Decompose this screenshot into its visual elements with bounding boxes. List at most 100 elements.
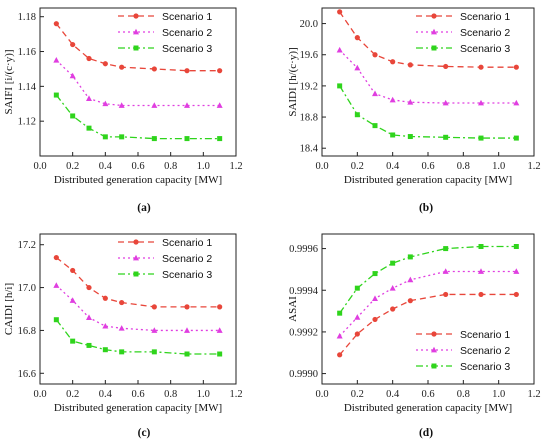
data-point xyxy=(478,268,484,274)
panel-label: (c) xyxy=(138,427,151,439)
legend-label: Scenario 3 xyxy=(162,43,212,55)
series-line-1 xyxy=(339,11,517,68)
data-point xyxy=(118,102,125,108)
x-tick-label: 0.4 xyxy=(99,161,113,172)
series-line-3 xyxy=(339,85,517,139)
y-tick-label: 0.9994 xyxy=(289,286,319,297)
legend-label: Scenario 1 xyxy=(460,329,510,341)
data-point xyxy=(70,338,76,344)
legend-label: Scenario 2 xyxy=(162,27,212,39)
legend-label: Scenario 3 xyxy=(162,269,212,281)
data-point xyxy=(390,132,396,138)
x-tick-label: 0.0 xyxy=(315,161,328,172)
data-point xyxy=(372,52,378,58)
x-tick-label: 1.2 xyxy=(229,161,242,172)
legend-marker xyxy=(431,28,437,35)
x-tick-label: 1.0 xyxy=(492,389,505,400)
series-line-2 xyxy=(55,284,220,332)
x-tick-label: 0.2 xyxy=(66,161,79,172)
series-line-3 xyxy=(55,94,220,140)
x-axis-label: Distributed generation capacity [MW] xyxy=(54,402,222,414)
data-point xyxy=(151,349,157,355)
data-point xyxy=(372,316,378,323)
x-tick-label: 1.2 xyxy=(527,161,540,172)
legend-label: Scenario 1 xyxy=(162,237,212,249)
data-point xyxy=(513,291,519,298)
data-point xyxy=(513,64,519,70)
data-point xyxy=(442,99,449,106)
x-tick-label: 0.0 xyxy=(33,389,46,400)
y-tick-label: 18.4 xyxy=(300,144,319,155)
x-tick-label: 0.0 xyxy=(315,389,328,400)
series-line-1 xyxy=(339,293,517,356)
x-tick-label: 0.6 xyxy=(131,389,144,400)
x-tick-label: 0.2 xyxy=(66,389,79,400)
data-point xyxy=(354,285,360,291)
y-tick-label: 0.9996 xyxy=(289,244,318,255)
data-point xyxy=(513,135,519,141)
y-tick-label: 16.6 xyxy=(18,369,36,380)
series-line-1 xyxy=(55,257,220,308)
y-tick-label: 16.8 xyxy=(18,326,36,337)
y-tick-label: 1.14 xyxy=(18,82,37,93)
legend-marker xyxy=(133,13,139,19)
data-point xyxy=(513,244,519,249)
y-tick-label: 20.0 xyxy=(300,19,318,30)
chart-panel-4: 0.0 0.2 0.4 0.6 0.8 1.0 1.2 0.9990 0.9992 0.9994 0… xyxy=(287,233,541,439)
series-line-3 xyxy=(55,319,220,355)
data-point xyxy=(119,134,125,140)
data-point xyxy=(86,125,92,131)
chart-panel-3: 0.0 0.2 0.4 0.6 0.8 1.0 1.2 16.6 16.8 17.0 17.2 Dis… xyxy=(3,233,243,439)
data-point xyxy=(389,96,396,103)
x-tick-label: 1.0 xyxy=(197,389,210,400)
data-point xyxy=(407,99,414,105)
x-tick-label: 0.4 xyxy=(386,389,400,400)
data-point xyxy=(407,254,413,260)
data-point xyxy=(407,276,414,283)
legend-marker xyxy=(133,45,139,51)
data-point xyxy=(217,136,223,142)
y-tick-label: 17.0 xyxy=(18,283,36,294)
legend-marker xyxy=(133,271,139,277)
data-point xyxy=(389,284,396,291)
data-point xyxy=(354,331,360,337)
data-point xyxy=(86,95,92,101)
series-line-2 xyxy=(55,59,220,107)
data-point xyxy=(390,306,396,312)
data-point xyxy=(478,291,484,298)
data-point xyxy=(354,35,360,41)
data-point xyxy=(217,304,223,310)
data-point xyxy=(337,83,343,89)
x-axis-label: Distributed generation capacity [MW] xyxy=(54,174,222,186)
data-point xyxy=(513,99,520,106)
data-point xyxy=(151,304,157,310)
x-tick-label: 0.4 xyxy=(99,389,113,400)
chart-panel-2: 0.0 0.2 0.4 0.6 0.8 1.0 1.2 18.4 18.8 19.2 19.6 20.… xyxy=(287,7,541,214)
data-point xyxy=(53,282,60,288)
panel-label: (a) xyxy=(137,202,151,214)
y-axis-label: CAIDI [h/i] xyxy=(3,283,15,335)
y-tick-label: 19.6 xyxy=(300,50,318,61)
data-point xyxy=(184,327,190,333)
data-point xyxy=(336,332,343,339)
y-tick-label: 18.8 xyxy=(300,113,318,124)
data-point xyxy=(184,102,190,108)
legend-label: Scenario 3 xyxy=(460,361,510,373)
legend-marker xyxy=(133,254,139,261)
data-point xyxy=(151,327,158,333)
x-tick-label: 1.2 xyxy=(229,389,242,400)
legend-marker xyxy=(431,346,437,353)
data-point xyxy=(119,349,125,355)
y-tick-label: 0.9990 xyxy=(289,369,318,380)
x-tick-label: 0.0 xyxy=(33,161,46,172)
data-point xyxy=(372,123,378,129)
data-point xyxy=(119,299,125,306)
data-point xyxy=(86,314,92,320)
data-point xyxy=(407,134,413,140)
data-point xyxy=(118,325,125,331)
data-point xyxy=(102,322,109,329)
y-tick-label: 1.18 xyxy=(18,12,36,23)
data-point xyxy=(102,347,108,353)
data-point xyxy=(478,135,484,141)
